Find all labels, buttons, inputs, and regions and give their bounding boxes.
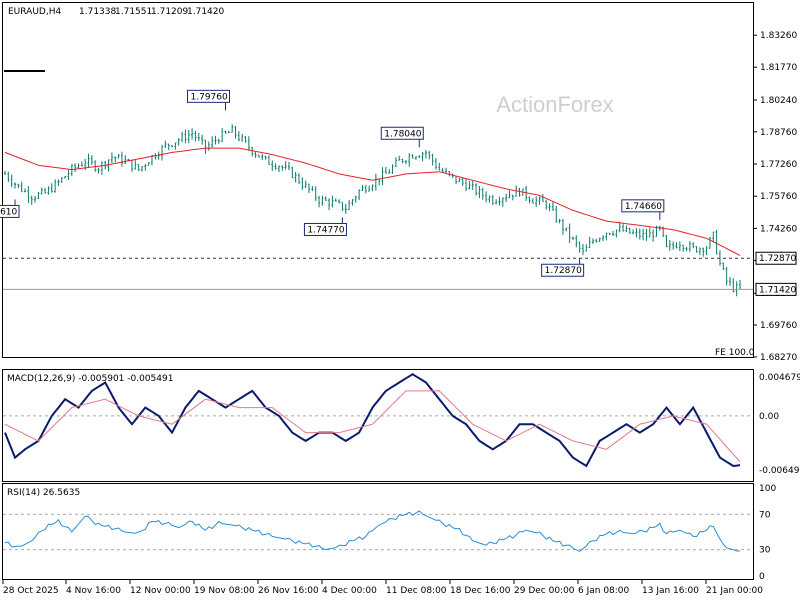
rsi-tick-label: 70 <box>759 510 771 520</box>
swing-annotations: 1.75610 1.79760 1.74770 1.78040 1.72870 1.746… <box>0 89 665 277</box>
time-tick-label: 26 Nov 16:00 <box>258 586 319 596</box>
time-tick-label: 19 Nov 08:00 <box>194 586 255 596</box>
annotation-box <box>0 204 20 218</box>
price-tick-label: 1.74260 <box>760 224 797 234</box>
macd-tick-label: 0.004679 <box>759 373 800 383</box>
time-tick-label: 21 Jan 00:00 <box>706 586 763 596</box>
annotation-text: 1.72870 <box>545 266 582 276</box>
rsi-series: 100 70 30 0 <box>3 484 776 582</box>
ema-series <box>4 147 741 256</box>
ohlc-open: 1.71338 <box>79 7 116 17</box>
annotation-box <box>621 199 665 213</box>
macd-line <box>4 373 741 468</box>
fe-label: FE 100.0 <box>715 348 755 358</box>
price-level-tag <box>755 251 797 265</box>
time-tick-label: 12 Nov 00:00 <box>130 586 191 596</box>
annotation-box <box>541 263 585 277</box>
price-tick-label: 1.69760 <box>760 321 797 331</box>
price-level-text: 1.72870 <box>759 254 796 264</box>
rsi-tick-label: 100 <box>759 484 776 494</box>
time-tick-label: 6 Jan 08:00 <box>578 586 630 596</box>
ohlc-close: 1.71420 <box>187 7 224 17</box>
price-level-text: 1.71420 <box>759 285 796 295</box>
time-tick-label: 28 Oct 2025 <box>3 586 59 596</box>
price-level-tag <box>755 282 797 296</box>
annotation-text: 1.79760 <box>191 92 228 102</box>
macd-tick-label: 0.00 <box>759 412 779 422</box>
annotation-text: 1.78040 <box>384 129 421 139</box>
time-axis: 28 Oct 2025 4 Nov 16:00 12 Nov 00:00 19 Nov… <box>2 580 763 596</box>
price-tick-label: 1.77260 <box>760 160 797 170</box>
annotation-box <box>303 222 347 236</box>
macd-signal-line <box>4 390 741 463</box>
watermark: ActionForex <box>496 92 613 117</box>
rsi-label: RSI(14) 26.5635 <box>7 488 80 498</box>
price-tick-label: 1.78760 <box>760 128 797 138</box>
time-tick-label: 11 Dec 08:00 <box>386 586 447 596</box>
macd-series: 0.004679 0.00 -0.006496 <box>3 373 800 476</box>
rsi-line <box>4 510 741 552</box>
time-tick-label: 4 Nov 16:00 <box>66 586 121 596</box>
price-pane <box>2 2 754 358</box>
annotation-text: 1.74660 <box>625 202 662 212</box>
ohlc-low: 1.71209 <box>151 7 188 17</box>
price-axis: 1.83260 1.81770 1.80240 1.78760 1.77260 1.757… <box>753 31 797 363</box>
rsi-tick-label: 30 <box>759 546 771 556</box>
ema-line <box>4 147 741 256</box>
rsi-pane <box>2 483 754 580</box>
price-tick-label: 1.80240 <box>760 96 797 106</box>
symbol-label: EURAUD,H4 <box>8 7 61 17</box>
annotation-text: 1.74770 <box>307 225 344 235</box>
price-levels: 1.72870 1.71420 <box>3 251 797 296</box>
annotation-box <box>380 126 424 140</box>
price-tick-label: 1.75760 <box>760 192 797 202</box>
price-tick-label: 1.83260 <box>760 31 797 41</box>
price-tick-label: 1.68270 <box>760 353 797 363</box>
macd-pane <box>2 369 754 482</box>
annotation-text: 1.75610 <box>0 207 18 217</box>
ohlc-high: 1.71551 <box>115 7 152 17</box>
annotation-box <box>187 89 230 103</box>
macd-label: MACD(12,26,9) -0.005901 -0.005491 <box>7 374 173 384</box>
time-tick-label: 29 Dec 00:00 <box>514 586 575 596</box>
time-tick-label: 4 Dec 00:00 <box>322 586 377 596</box>
macd-tick-label: -0.006496 <box>759 466 800 476</box>
time-tick-label: 18 Dec 16:00 <box>450 586 511 596</box>
price-tick-label: 1.81770 <box>760 63 797 73</box>
rsi-tick-label: 0 <box>759 572 765 582</box>
time-tick-label: 13 Jan 16:00 <box>642 586 699 596</box>
